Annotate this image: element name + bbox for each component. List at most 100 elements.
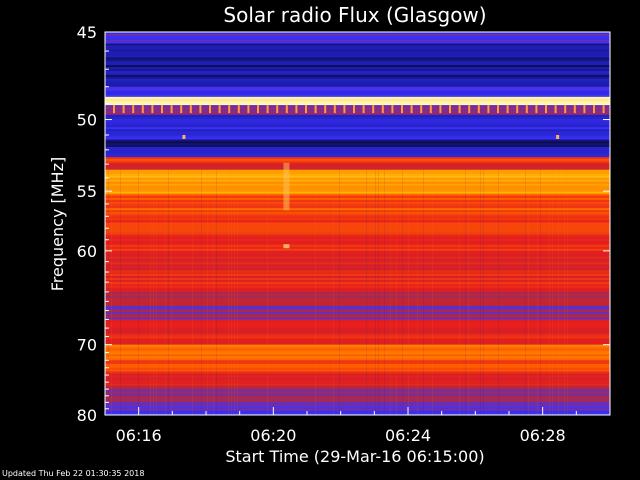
y-tick-label: 55 (77, 182, 97, 201)
frequency-band (105, 98, 610, 102)
time-column (558, 169, 559, 415)
frequency-band (105, 311, 610, 314)
rfi-spike (545, 105, 547, 114)
frequency-band (105, 204, 610, 207)
frequency-band (105, 323, 610, 327)
frequency-band (105, 281, 610, 285)
frequency-band (105, 301, 610, 305)
time-column (156, 169, 157, 415)
frequency-band (105, 86, 610, 90)
frequency-band (105, 260, 610, 263)
plot-area (105, 32, 610, 416)
frequency-band (105, 214, 610, 217)
frequency-band (105, 82, 610, 86)
rfi-spike (266, 105, 269, 114)
frequency-band (105, 193, 610, 197)
rfi-spike (314, 105, 317, 114)
rfi-spike (113, 105, 115, 114)
frequency-band (105, 39, 610, 42)
frequency-band (105, 67, 610, 70)
frequency-band (105, 293, 610, 297)
burst-spot (283, 244, 290, 249)
rfi-spike (237, 105, 240, 114)
time-column (417, 169, 418, 415)
frequency-band (105, 220, 610, 223)
frequency-band (105, 381, 610, 384)
rfi-spike (525, 105, 528, 114)
frequency-band (105, 145, 610, 148)
frequency-band (105, 212, 610, 215)
rfi-spike (593, 105, 595, 114)
rfi-spike (391, 105, 394, 114)
frequency-band (105, 84, 610, 88)
frequency-band (105, 35, 610, 39)
plot-frame (104, 31, 611, 416)
rfi-spike (295, 105, 298, 114)
frequency-band (105, 199, 610, 203)
rfi-spike (602, 105, 605, 114)
frequency-band (105, 47, 610, 50)
frequency-band (105, 59, 610, 62)
time-column (171, 169, 172, 415)
frequency-band (105, 157, 610, 160)
time-column (390, 169, 391, 415)
frequency-band (105, 400, 610, 403)
frequency-band (105, 232, 610, 235)
time-column (207, 169, 208, 415)
time-column (483, 169, 484, 415)
frequency-band (105, 371, 610, 374)
frequency-band (105, 183, 610, 187)
frequency-band (105, 181, 610, 185)
frequency-band (105, 348, 610, 351)
time-column (402, 169, 403, 415)
frequency-band (105, 252, 610, 256)
frequency-band (105, 285, 610, 289)
frequency-band (105, 346, 610, 349)
frequency-band (105, 150, 610, 154)
time-column (201, 169, 202, 415)
frequency-band (105, 410, 610, 414)
time-column (480, 169, 481, 415)
frequency-band (105, 244, 610, 248)
rfi-spike (180, 105, 183, 114)
frequency-band (105, 191, 610, 195)
rfi-spike (497, 105, 499, 114)
rfi-spike (324, 105, 327, 114)
rfi-spike (247, 105, 250, 114)
rfi-spike (189, 105, 192, 114)
frequency-band (105, 112, 610, 116)
frequency-band (105, 76, 610, 80)
frequency-band (105, 325, 610, 329)
frequency-band (105, 379, 610, 382)
rfi-spike (122, 105, 125, 114)
time-column (339, 169, 340, 415)
frequency-band (105, 373, 610, 376)
time-column (378, 169, 379, 415)
rfi-spike (161, 105, 163, 114)
frequency-band (105, 195, 610, 199)
rfi-spike (458, 105, 461, 114)
frequency-band (105, 148, 610, 152)
time-column (237, 169, 238, 415)
frequency-band (105, 402, 610, 405)
frequency-band (105, 360, 610, 363)
rfi-spike (141, 105, 144, 114)
time-column (234, 169, 235, 415)
time-column (528, 169, 529, 415)
time-column (432, 169, 433, 415)
frequency-band (105, 129, 610, 132)
frequency-band (105, 313, 610, 316)
frequency-band (105, 45, 610, 48)
frequency-band (105, 406, 610, 409)
time-column (111, 169, 112, 415)
frequency-band (105, 90, 610, 94)
time-column (408, 169, 409, 415)
frequency-band (105, 230, 610, 233)
frequency-band (105, 236, 610, 239)
frequency-band (105, 155, 610, 158)
frequency-band (105, 276, 610, 279)
frequency-band (105, 268, 610, 271)
time-column (333, 169, 334, 415)
frequency-band (105, 358, 610, 361)
frequency-band (105, 367, 610, 370)
